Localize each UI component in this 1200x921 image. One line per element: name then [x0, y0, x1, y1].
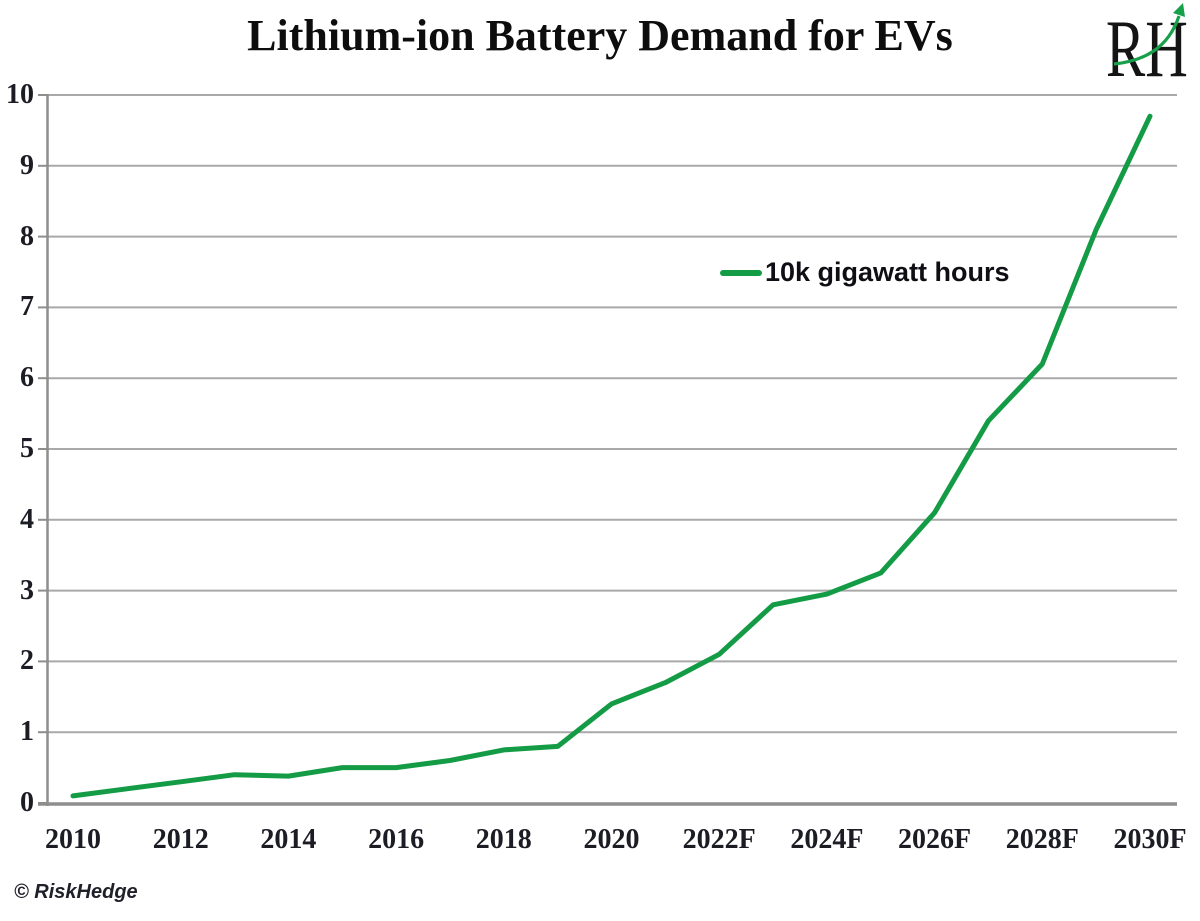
x-tick-label-2024F: 2024F [790, 824, 864, 855]
x-tick-label-2030F: 2030F [1113, 824, 1187, 855]
logo-letters: RH [1106, 4, 1188, 92]
y-tick-label-2: 2 [20, 645, 34, 677]
logo-arrowhead-icon [1173, 3, 1185, 17]
y-tick-label-6: 6 [20, 362, 34, 394]
x-tick-label-2012: 2012 [152, 824, 209, 855]
x-tick-label-2014: 2014 [260, 824, 317, 855]
legend: 10k gigawatt hours [720, 259, 1010, 286]
x-tick-label-2028F: 2028F [1005, 824, 1079, 855]
y-tick-label-5: 5 [20, 433, 34, 464]
legend-line-swatch [720, 269, 762, 276]
x-tick-label-2026F: 2026F [898, 824, 972, 855]
x-tick-label-2010: 2010 [45, 824, 101, 855]
copyright-credit: © RiskHedge [14, 881, 138, 903]
logo-growth-arrow-icon [1113, 15, 1181, 66]
legend-label: 10k gigawatt hours [765, 257, 1010, 287]
y-tick-label-8: 8 [20, 220, 34, 252]
x-tick-label-2022F: 2022F [682, 824, 756, 855]
x-tick-label-2020: 2020 [583, 824, 640, 855]
y-tick-label-4: 4 [20, 503, 34, 535]
riskhedge-logo-icon: RH [1106, 3, 1188, 94]
y-tick-label-3: 3 [20, 574, 34, 606]
y-tick-label-0: 0 [20, 787, 34, 818]
riskhedge-logo: RH [1098, 0, 1200, 94]
x-tick-label-2018: 2018 [475, 824, 532, 855]
x-tick-label-2016: 2016 [368, 824, 425, 855]
demand-line-series [70, 113, 1153, 799]
y-tick-label-10: 10 [6, 79, 34, 110]
y-tick-label-7: 7 [20, 291, 34, 323]
y-tick-label-9: 9 [20, 149, 34, 181]
y-tick-label-1: 1 [20, 716, 34, 748]
page-title: Lithium-ion Battery Demand for EVs [247, 11, 953, 60]
